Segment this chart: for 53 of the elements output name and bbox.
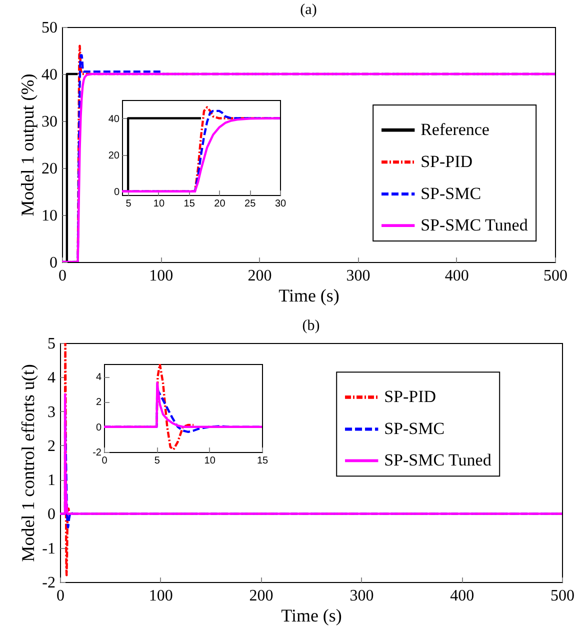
x-tick-label: 100 [148,588,173,604]
chart-title: (b) [302,318,320,334]
y-tick-label: 0 [114,186,120,198]
x-tick-label: 25 [244,198,256,210]
y-tick-label: -1 [42,540,56,558]
x-tick-label: 400 [450,588,474,604]
y-tick-label: -2 [42,574,56,592]
y-tick-label: 20 [108,150,120,162]
y-axis-title: Model 1 control efforts u(t) [18,364,38,562]
x-tick-label: 200 [249,588,274,604]
x-tick-label: 400 [444,268,469,284]
y-tick-label: 20 [42,160,58,178]
y-tick-label: 40 [42,66,58,84]
legend-label: SP-SMC Tuned [420,216,528,235]
x-tick-label: 10 [204,456,216,466]
y-tick-label: 40 [108,114,120,125]
x-tick-label: 20 [214,198,226,210]
y-tick-label: -2 [92,448,102,458]
x-tick-label: 10 [153,198,165,210]
x-tick-label: 100 [149,268,174,284]
x-tick-label: 500 [550,588,574,604]
y-tick-label: 0 [50,254,58,272]
x-tick-label: 500 [544,268,568,284]
y-tick-label: 0 [48,506,56,524]
x-tick-label: 300 [346,268,370,284]
x-tick-label: 15 [256,456,268,466]
y-tick-label: 50 [42,20,58,36]
y-tick-label: 2 [96,397,102,408]
line-series [104,382,262,428]
x-tick-label: 15 [184,198,196,210]
y-tick-label: 30 [42,114,58,130]
x-tick-label: 30 [274,198,286,210]
y-tick-label: 3 [48,404,56,421]
legend-label: SP-SMC Tuned [384,450,492,470]
x-tick-label: 5 [154,456,160,466]
x-tick-label: 5 [126,198,132,210]
y-tick-label: 1 [48,472,56,490]
y-tick-label: 5 [48,336,56,352]
y-tick-label: 4 [48,370,56,387]
legend-label: SP-SMC [420,184,482,204]
chart-title: (a) [300,2,317,18]
x-axis-title: Time (s) [278,286,340,306]
y-tick-label: 0 [96,422,102,434]
legend-label: Reference [420,120,490,140]
legend-label: SP-PID [420,152,473,172]
legend-label: SP-PID [384,387,436,406]
x-tick-label: 200 [248,268,272,284]
y-tick-label: 2 [48,438,56,455]
legend-label: SP-SMC [384,419,445,438]
x-axis-title: Time (s) [281,606,342,626]
x-tick-label: 300 [350,588,374,604]
y-axis-title: Model 1 output (%) [18,74,38,216]
y-tick-label: 4 [96,372,102,384]
